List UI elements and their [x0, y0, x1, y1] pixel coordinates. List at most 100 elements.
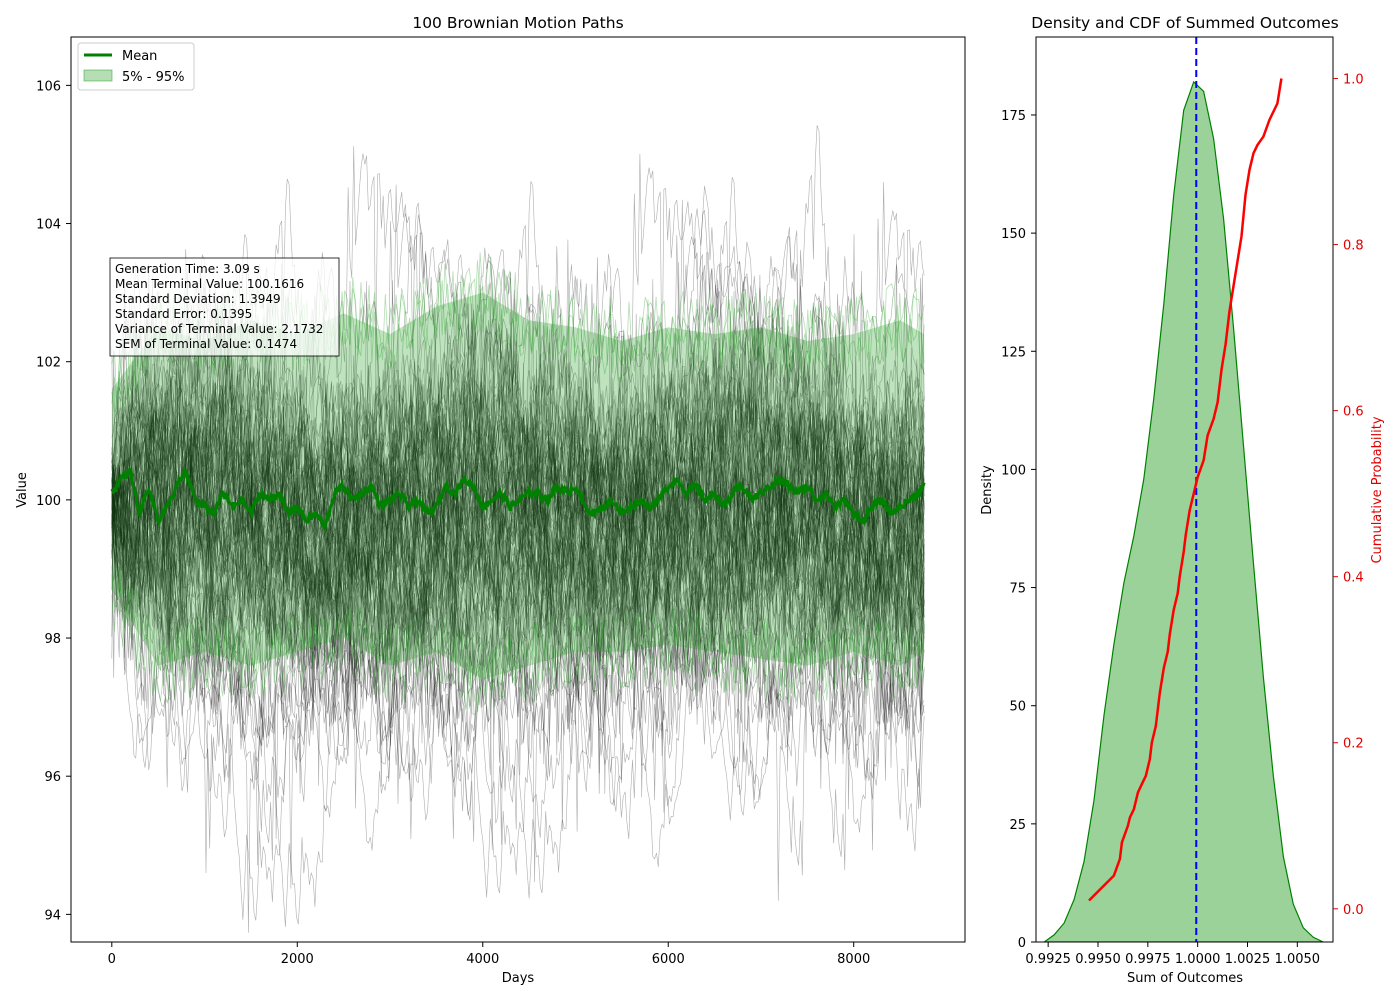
brownian-y-ticks: 94 96 98 100 102 104 106 [36, 79, 71, 923]
brownian-path [111, 352, 925, 723]
brownian-path [111, 319, 925, 765]
brownian-path [111, 264, 925, 787]
density-x-tick-label: 0.9975 [1125, 952, 1171, 967]
brownian-path [111, 365, 925, 763]
cdf-y-tick-label: 0.4 [1343, 571, 1364, 586]
brownian-title: 100 Brownian Motion Paths [412, 14, 623, 32]
stats-box [109, 257, 340, 357]
x-tick-label: 8000 [837, 952, 870, 967]
density-y-ticks: 0 25 50 75 100 125 150 175 [1001, 109, 1036, 951]
percentile-band-detail-line [111, 252, 925, 411]
brownian-path [111, 291, 925, 833]
y-tick-label: 98 [44, 632, 61, 647]
brownian-path [111, 318, 925, 776]
brownian-path [111, 246, 925, 851]
brownian-path [111, 369, 925, 670]
brownian-path [111, 153, 925, 718]
density-x-tick-label: 1.0000 [1175, 952, 1221, 967]
brownian-path [111, 339, 925, 792]
stat-std-dev: Standard Deviation: 1.3949 [115, 292, 281, 306]
density-y-tick-label: 0 [1018, 936, 1026, 951]
brownian-path [111, 324, 925, 802]
brownian-path [111, 262, 925, 927]
brownian-path [111, 340, 925, 809]
brownian-path [111, 310, 925, 644]
density-chart: 0.9925 0.9950 0.9975 1.0000 1.0025 1.0050 0 25… [980, 14, 1385, 986]
brownian-path [111, 181, 925, 790]
percentile-band [111, 292, 925, 680]
stat-mean-terminal: Mean Terminal Value: 100.1616 [115, 277, 304, 291]
brownian-path [111, 262, 925, 921]
brownian-path [111, 307, 925, 743]
brownian-path [111, 354, 925, 716]
cdf-y-tick-label: 0.2 [1343, 737, 1364, 752]
y-tick-label: 96 [44, 770, 61, 785]
density-y-tick-label: 125 [1001, 345, 1026, 360]
cdf-y-tick-label: 0.6 [1343, 405, 1364, 420]
y-tick-label: 94 [44, 908, 61, 923]
brownian-path [111, 125, 925, 838]
brownian-path [111, 253, 925, 711]
brownian-path [111, 336, 925, 851]
brownian-path [111, 324, 925, 839]
density-title: Density and CDF of Summed Outcomes [1031, 14, 1338, 32]
brownian-path [111, 351, 925, 746]
percentile-band-detail-line [111, 566, 925, 713]
brownian-path [111, 257, 925, 706]
stat-generation-time: Generation Time: 3.09 s [115, 262, 260, 276]
brownian-path [111, 345, 925, 714]
y-tick-label: 104 [36, 218, 61, 233]
density-x-axis-label: Sum of Outcomes [1127, 971, 1243, 986]
cdf-y-ticks: 0.0 0.2 0.4 0.6 0.8 1.0 [1333, 73, 1364, 918]
legend-mean-label: Mean [122, 49, 157, 64]
brownian-path [111, 347, 925, 684]
brownian-path [111, 386, 925, 789]
brownian-path [111, 313, 925, 731]
x-tick-label: 4000 [466, 952, 499, 967]
brownian-y-axis-label: Value [15, 472, 30, 508]
brownian-path [111, 277, 925, 674]
density-x-ticks: 0.9925 0.9950 0.9975 1.0000 1.0025 1.0050 [1025, 942, 1320, 967]
brownian-path [111, 308, 925, 780]
brownian-path [111, 330, 925, 899]
density-x-tick-label: 0.9950 [1075, 952, 1121, 967]
brownian-path [111, 272, 925, 832]
brownian-path [111, 307, 925, 810]
brownian-path [111, 317, 925, 759]
x-tick-label: 0 [108, 952, 116, 967]
density-x-tick-label: 1.0025 [1225, 952, 1271, 967]
brownian-path [111, 353, 925, 724]
cdf-y-tick-label: 0.8 [1343, 239, 1364, 254]
brownian-path [111, 338, 925, 753]
brownian-path [111, 249, 925, 845]
density-y-tick-label: 100 [1001, 463, 1026, 478]
brownian-path [111, 263, 925, 747]
brownian-legend: Mean 5% - 95% [77, 42, 195, 91]
brownian-path [111, 276, 925, 812]
density-plot-frame [1035, 36, 1334, 943]
brownian-path [111, 263, 925, 861]
brownian-path [111, 296, 925, 824]
brownian-path [111, 348, 925, 682]
brownian-path [111, 294, 925, 714]
brownian-path [111, 279, 925, 756]
brownian-path [111, 358, 925, 737]
stat-sem: SEM of Terminal Value: 0.1474 [115, 337, 297, 351]
density-y-tick-label: 75 [1009, 582, 1026, 597]
x-tick-label: 6000 [652, 952, 685, 967]
brownian-path [111, 281, 925, 818]
density-y-tick-label: 150 [1001, 227, 1026, 242]
brownian-path [111, 234, 925, 723]
brownian-path [111, 281, 925, 728]
brownian-path [111, 286, 925, 719]
brownian-path [111, 273, 925, 898]
brownian-path [111, 268, 925, 707]
cdf-y-tick-label: 0.0 [1343, 903, 1364, 918]
density-y-tick-label: 25 [1009, 818, 1026, 833]
x-tick-label: 2000 [281, 952, 314, 967]
cdf-y-axis-label: Cumulative Probability [1370, 416, 1385, 563]
brownian-path [111, 313, 925, 874]
brownian-path [111, 317, 925, 759]
brownian-path [111, 382, 925, 730]
